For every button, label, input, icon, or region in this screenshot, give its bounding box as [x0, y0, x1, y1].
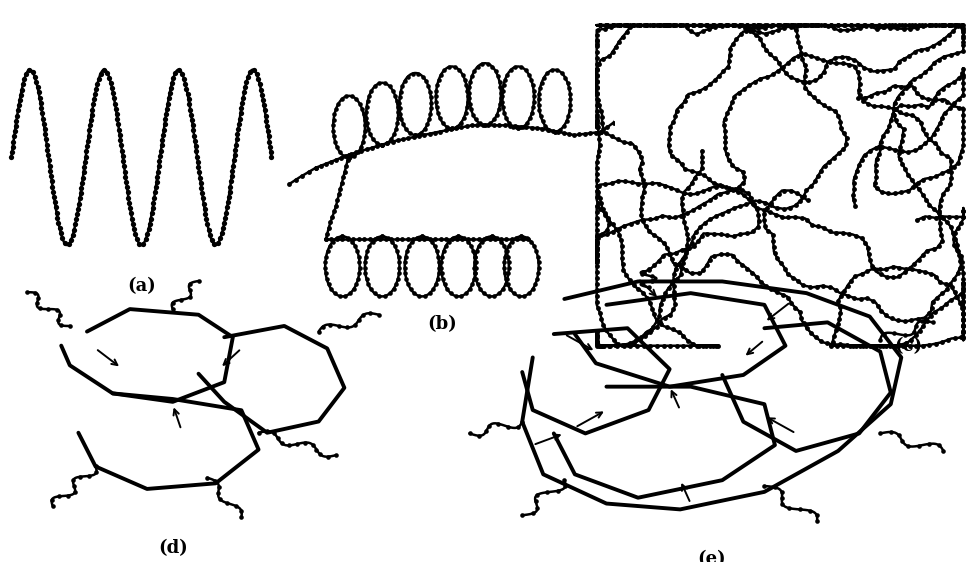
Text: (b): (b)	[427, 315, 456, 333]
Text: (a): (a)	[127, 277, 156, 295]
Text: (e): (e)	[697, 550, 726, 562]
Text: (d): (d)	[158, 539, 187, 557]
Text: (c): (c)	[895, 337, 922, 355]
